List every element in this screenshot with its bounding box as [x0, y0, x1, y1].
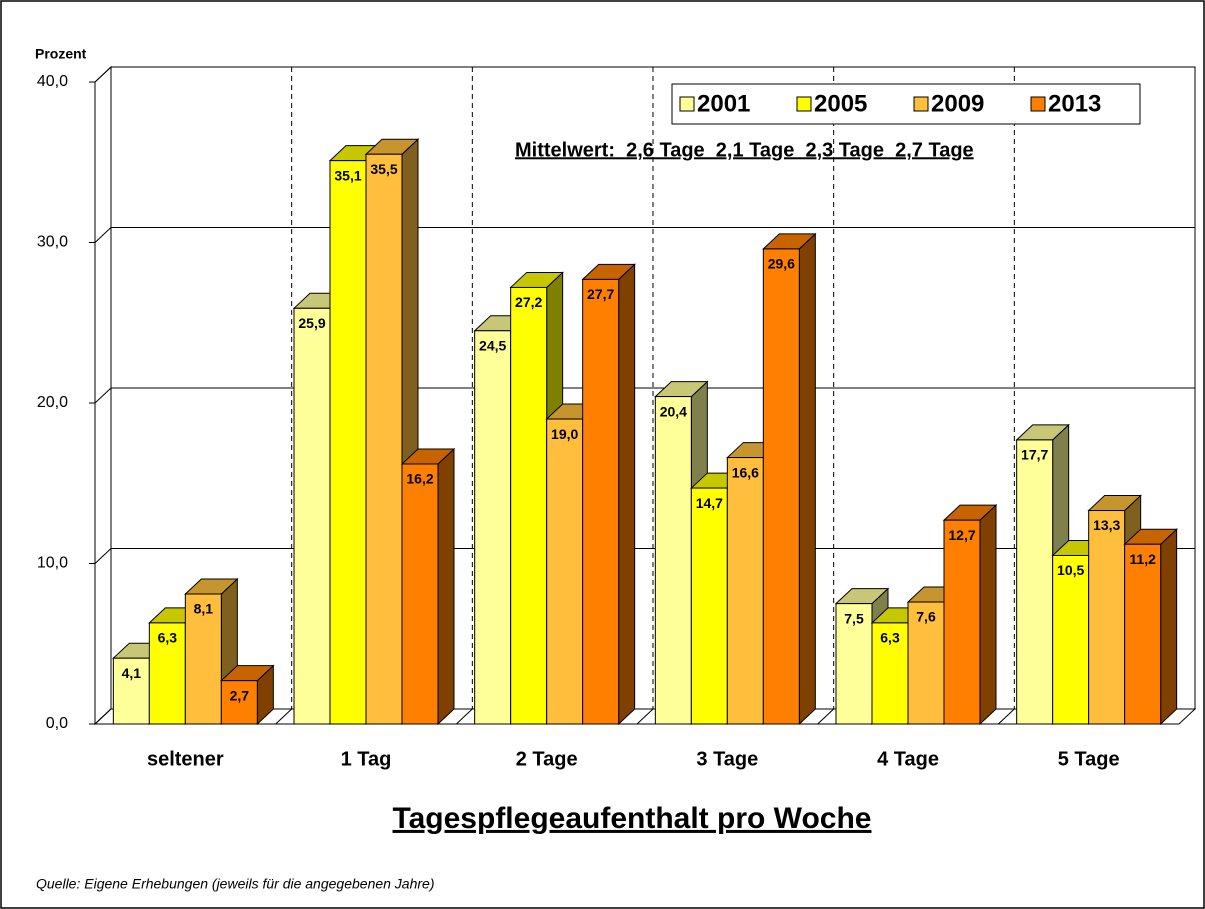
- bar-front: [329, 160, 367, 725]
- bar: [1123, 528, 1178, 726]
- bar-front: [293, 307, 331, 725]
- bar-side: [437, 447, 455, 726]
- value-label: 10,5: [1057, 562, 1084, 578]
- x-tick-label: 5 Tage: [1058, 748, 1120, 770]
- floor-tick: [636, 708, 654, 725]
- x-tick-label: seltener: [147, 748, 224, 770]
- value-label: 11,2: [1129, 551, 1156, 567]
- value-label: 16,2: [406, 471, 433, 487]
- bar-front: [943, 519, 981, 725]
- floor-tick: [455, 708, 473, 725]
- bar: [942, 504, 998, 726]
- bar-front: [112, 657, 150, 725]
- bar-front: [474, 330, 512, 725]
- value-label: 35,5: [370, 161, 397, 177]
- value-label: 20,4: [660, 403, 687, 419]
- value-label: 6,3: [880, 630, 900, 646]
- x-tick-label: 4 Tage: [877, 748, 939, 770]
- legend-swatch: [796, 96, 812, 112]
- source-note: Quelle: Eigene Erhebungen (jeweils für d…: [36, 876, 435, 892]
- value-label: 27,2: [515, 294, 542, 310]
- floor-tick: [275, 708, 293, 725]
- value-label: 6,3: [158, 630, 178, 646]
- y-tick-label: 10,0: [37, 555, 68, 572]
- value-label: 13,3: [1093, 517, 1120, 533]
- bar-front: [510, 286, 548, 725]
- value-label: 27,7: [587, 286, 614, 302]
- legend-swatch: [679, 96, 695, 112]
- bar-front: [654, 396, 692, 725]
- bar-front: [546, 418, 584, 725]
- bar-side: [1160, 528, 1178, 726]
- grid-line-side: [94, 387, 112, 404]
- bar-front: [220, 680, 258, 725]
- value-label: 16,6: [732, 464, 759, 480]
- legend-box: [671, 83, 1141, 125]
- bar-front: [401, 463, 439, 725]
- legend-swatch: [913, 96, 929, 112]
- value-label: 24,5: [479, 337, 506, 353]
- floor-tick: [997, 708, 1015, 725]
- bar-front: [365, 153, 403, 725]
- value-label: 14,7: [696, 495, 723, 511]
- grid-line-side: [94, 66, 112, 83]
- grid-line-side: [94, 227, 112, 243]
- y-tick-label: 40,0: [37, 73, 68, 90]
- x-tick-label: 1 Tag: [341, 748, 392, 770]
- annotation: Mittelwert: 2,6 Tage 2,1 Tage 2,3 Tage 2…: [515, 139, 974, 161]
- bar: [220, 664, 275, 726]
- bar-front: [1016, 439, 1054, 725]
- bar: [581, 263, 636, 726]
- bar-front: [582, 278, 620, 725]
- value-label: 4,1: [122, 665, 142, 681]
- bar-side: [798, 232, 816, 726]
- bar-front: [148, 622, 186, 725]
- value-label: 17,7: [1021, 447, 1048, 463]
- value-label: 35,1: [334, 167, 361, 183]
- legend-label: 2001: [697, 90, 750, 117]
- y-tick-label: 20,0: [37, 394, 68, 411]
- legend-label: 2005: [814, 90, 867, 117]
- bar: [762, 232, 817, 726]
- value-label: 7,6: [916, 609, 936, 625]
- y-axis-label: Prozent: [35, 46, 87, 62]
- x-tick-label: 3 Tage: [696, 748, 758, 770]
- bar-front: [1052, 554, 1090, 725]
- bar-side: [618, 263, 636, 726]
- grid-line-side: [94, 548, 112, 564]
- bar-front: [1088, 510, 1126, 725]
- x-axis-title: Tagespflegeaufenthalt pro Woche: [393, 802, 872, 835]
- bar-side: [979, 504, 997, 726]
- value-label: 2,7: [230, 687, 250, 703]
- bar-front: [1124, 543, 1162, 725]
- bar-front: [762, 248, 800, 725]
- grid-line-side: [94, 708, 112, 725]
- y-tick-label: 0,0: [46, 715, 68, 732]
- bar-front: [690, 487, 728, 725]
- value-label: 7,5: [844, 610, 864, 626]
- bar-front: [184, 593, 222, 725]
- value-label: 25,9: [298, 315, 325, 331]
- value-label: 8,1: [194, 601, 214, 617]
- value-label: 19,0: [551, 426, 578, 442]
- bar-front: [835, 603, 873, 725]
- legend-label: 2013: [1048, 90, 1101, 117]
- y-tick-label: 30,0: [37, 234, 68, 251]
- floor-tick: [817, 708, 835, 725]
- legend-swatch: [1030, 96, 1046, 112]
- value-label: 29,6: [768, 256, 795, 272]
- bar-front: [726, 457, 764, 725]
- x-tick-label: 2 Tage: [516, 748, 578, 770]
- bar-front: [907, 601, 945, 725]
- legend-label: 2009: [931, 90, 984, 117]
- value-label: 12,7: [948, 527, 975, 543]
- bar: [400, 447, 456, 726]
